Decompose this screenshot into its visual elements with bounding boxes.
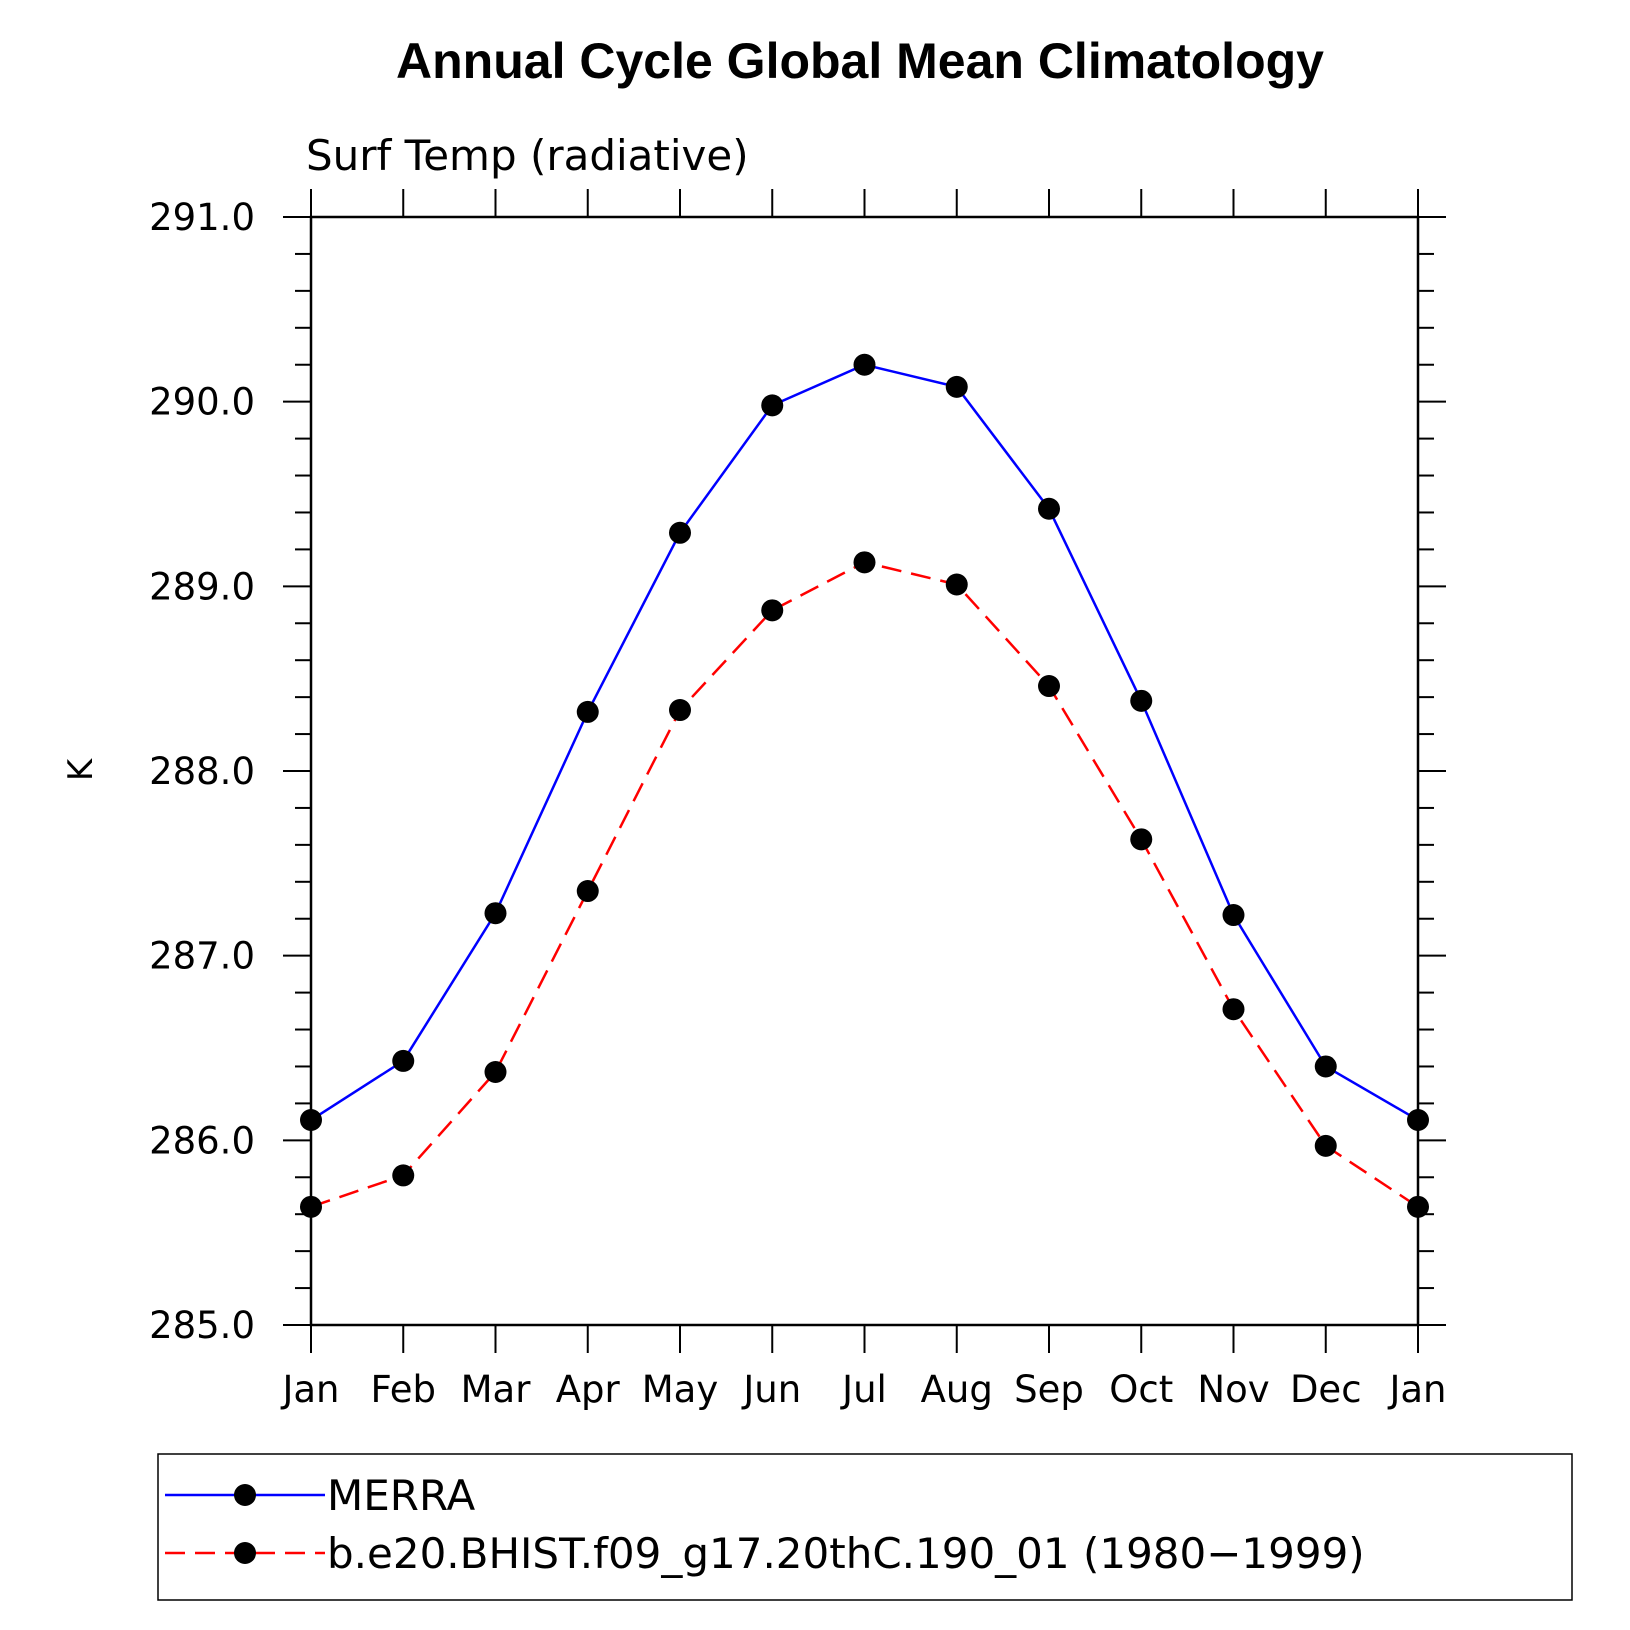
y-tick-label: 288.0: [149, 750, 255, 793]
data-point: [392, 1164, 415, 1187]
data-point: [853, 353, 876, 376]
data-point: [1130, 828, 1153, 851]
x-tick-label: Mar: [461, 1368, 532, 1411]
data-point: [1222, 904, 1245, 927]
data-point: [853, 551, 876, 574]
series-line-model: [310, 561, 1419, 1208]
x-tick-label: Dec: [1290, 1368, 1362, 1411]
x-tick-label: Jan: [1387, 1368, 1446, 1411]
data-point: [576, 700, 599, 723]
legend-marker: [234, 1484, 256, 1506]
x-tick-label: Jul: [840, 1368, 887, 1411]
x-tick-label: Jan: [280, 1368, 339, 1411]
data-point: [1407, 1195, 1429, 1218]
data-point: [669, 699, 691, 722]
data-point: [392, 1049, 415, 1072]
x-tick-label: Apr: [556, 1368, 621, 1411]
data-point: [945, 375, 968, 398]
chart-title: Annual Cycle Global Mean Climatology: [396, 33, 1324, 89]
data-point: [1130, 689, 1153, 712]
plot-frame: [309, 215, 1420, 1327]
x-tick-label: Aug: [921, 1368, 993, 1411]
y-tick-label: 287.0: [149, 935, 255, 978]
data-point: [1038, 497, 1060, 520]
data-point: [484, 902, 507, 925]
data-point: [1038, 675, 1060, 698]
x-tick-label: May: [642, 1368, 719, 1411]
data-point: [484, 1061, 507, 1084]
data-point: [1314, 1134, 1337, 1157]
x-axis-ticks: Jan Feb Mar Apr May Jun Jul Aug Sep Oct Nov Dec Jan: [280, 189, 1447, 1411]
y-tick-label: 286.0: [149, 1119, 255, 1162]
legend: MERRA b.e20.BHIST.f09_g17.20thC.190_01 (1…: [157, 1453, 1573, 1601]
y-axis-ticks: 285.0 286.0 287.0 288.0 289.0 290.0 291.0: [149, 196, 1446, 1347]
data-point: [669, 521, 691, 544]
data-point: [300, 1195, 322, 1218]
legend-label: MERRA: [327, 1471, 475, 1520]
x-tick-label: Nov: [1197, 1368, 1269, 1411]
y-tick-label: 285.0: [149, 1304, 255, 1347]
data-point: [761, 599, 784, 622]
y-tick-label: 289.0: [149, 565, 255, 608]
legend-marker: [234, 1542, 256, 1564]
series-group: [300, 353, 1429, 1132]
data-point: [300, 1109, 322, 1132]
y-tick-label: 291.0: [149, 196, 255, 239]
series-layer: [300, 353, 1429, 1218]
y-tick-label: 290.0: [149, 381, 255, 424]
data-point: [576, 880, 599, 903]
x-tick-label: Feb: [370, 1368, 436, 1411]
y-axis-label: K: [61, 757, 101, 781]
data-point: [1222, 998, 1245, 1021]
data-point: [945, 573, 968, 596]
plot-border: [309, 215, 1420, 1327]
data-point: [1314, 1055, 1337, 1078]
x-tick-label: Jun: [741, 1368, 801, 1411]
series-line-merra: [310, 363, 1419, 1122]
series-group: [300, 551, 1429, 1218]
chart-subtitle: Surf Temp (radiative): [306, 131, 749, 180]
x-tick-label: Sep: [1014, 1368, 1084, 1411]
data-point: [1407, 1109, 1429, 1132]
legend-label: b.e20.BHIST.f09_g17.20thC.190_01 (1980−1…: [327, 1529, 1365, 1578]
data-point: [761, 394, 784, 417]
legend-box: [157, 1453, 1573, 1601]
legend-items: MERRA b.e20.BHIST.f09_g17.20thC.190_01 (1…: [165, 1471, 1365, 1578]
x-tick-label: Oct: [1109, 1368, 1173, 1411]
